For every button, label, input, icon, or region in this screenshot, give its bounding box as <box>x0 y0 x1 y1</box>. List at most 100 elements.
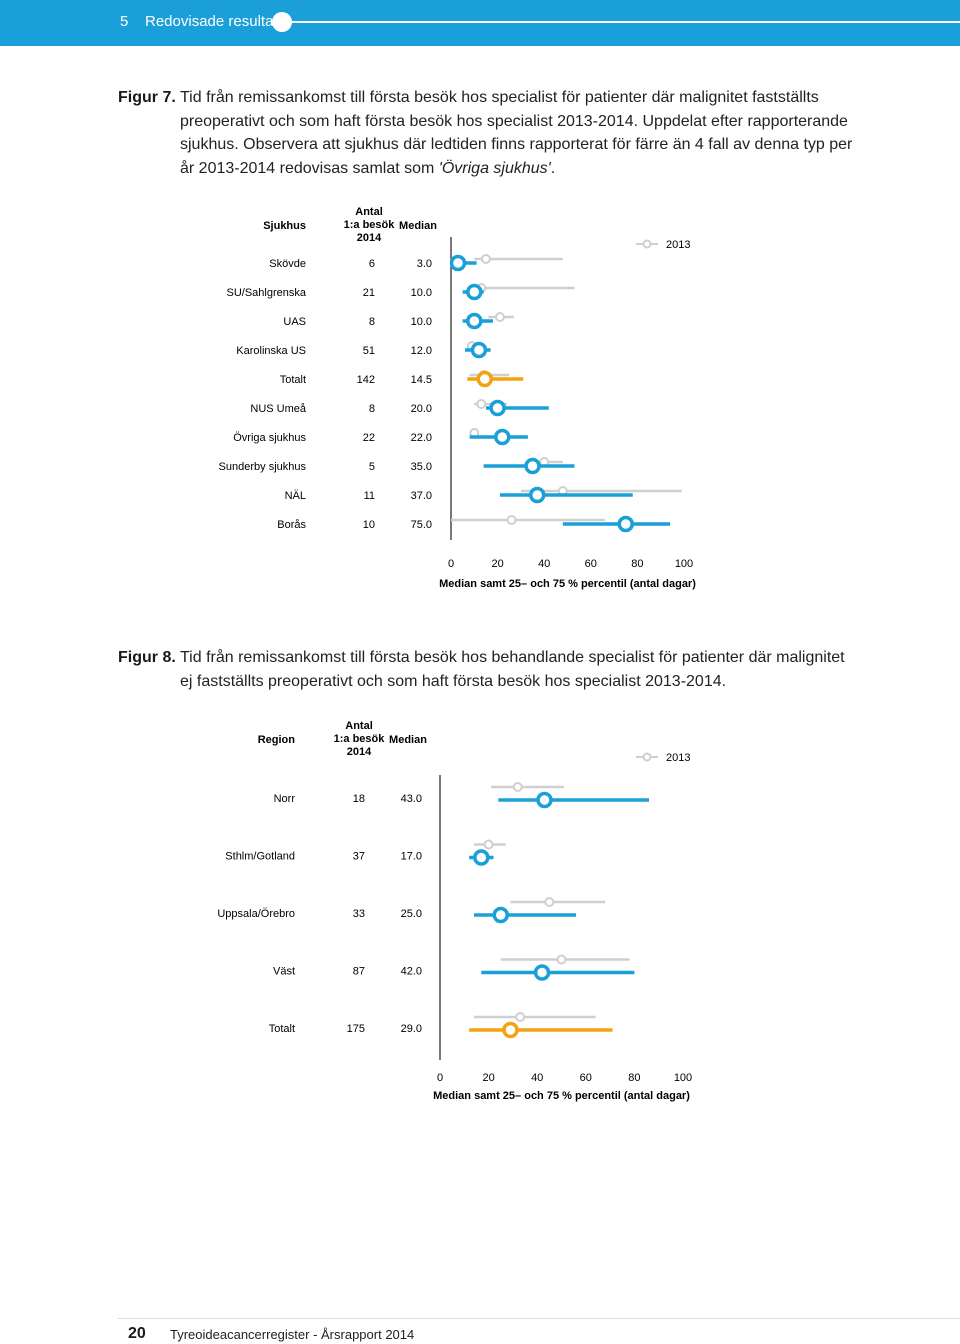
col-header-count: 1:a besök <box>344 219 396 231</box>
row-median: 20.0 <box>411 403 432 415</box>
row-count: 87 <box>353 966 365 978</box>
row-median: 25.0 <box>401 908 422 920</box>
row-count: 175 <box>347 1023 365 1035</box>
row-label: SU/Sahlgrenska <box>227 287 307 299</box>
row-median: 75.0 <box>411 519 432 531</box>
median-marker <box>492 906 509 924</box>
x-tick-label: 40 <box>538 558 550 570</box>
row-median: 10.0 <box>411 287 432 299</box>
prev-median-marker <box>506 515 517 525</box>
row-median: 14.5 <box>411 374 432 386</box>
header-rule <box>282 21 960 23</box>
prev-median-marker <box>494 312 505 322</box>
row-count: 33 <box>353 908 365 920</box>
x-axis-label: Median samt 25– och 75 % percentil (anta… <box>439 578 696 590</box>
row-median: 22.0 <box>411 432 432 444</box>
row-label: Totalt <box>269 1023 295 1035</box>
x-tick-label: 0 <box>437 1072 443 1084</box>
row-count: 51 <box>363 345 375 357</box>
row-label: Norr <box>274 793 296 805</box>
x-tick-label: 40 <box>531 1072 543 1084</box>
row-median: 17.0 <box>401 851 422 863</box>
footer-text: Tyreoideacancerregister - Årsrapport 201… <box>170 1327 415 1342</box>
legend-marker <box>642 752 652 762</box>
figure8-caption: Figur 8. Tid från remissankomst till förs… <box>118 646 860 693</box>
median-marker <box>494 428 511 446</box>
prev-median-marker <box>483 839 494 850</box>
section-header: 5 Redovisade resultat <box>0 0 960 46</box>
row-median: 10.0 <box>411 316 432 328</box>
row-count: 8 <box>369 403 375 415</box>
col-header-count: Antal <box>345 720 373 732</box>
row-median: 3.0 <box>417 258 432 270</box>
median-marker <box>466 312 483 330</box>
legend-marker <box>642 239 652 249</box>
x-tick-label: 100 <box>675 558 693 570</box>
row-label: Borås <box>277 519 306 531</box>
row-label: Väst <box>273 966 295 978</box>
row-label: Sunderby sjukhus <box>219 461 307 473</box>
row-median: 42.0 <box>401 966 422 978</box>
figure7-caption-text: Tid från remissankomst till första besök… <box>180 89 853 177</box>
row-label: Sthlm/Gotland <box>225 851 295 863</box>
prev-median-marker <box>476 399 487 409</box>
col-header-median: Median <box>389 734 427 746</box>
col-header-median: Median <box>399 220 437 232</box>
row-count: 18 <box>353 793 365 805</box>
figure7-caption-italic: 'Övriga sjukhus' <box>438 159 551 177</box>
prev-median-marker <box>515 1012 526 1022</box>
row-median: 35.0 <box>411 461 432 473</box>
legend-label: 2013 <box>666 239 690 251</box>
figure7-label: Figur 7. <box>118 89 176 106</box>
median-marker <box>536 791 553 809</box>
row-count: 21 <box>363 287 375 299</box>
footer-rule <box>118 1318 960 1319</box>
figure8-caption-text: Tid från remissankomst till första besök… <box>180 649 845 690</box>
section-number: 5 <box>120 13 129 30</box>
col-header-count: Antal <box>355 206 383 218</box>
figure8-label: Figur 8. <box>118 649 176 666</box>
row-count: 142 <box>357 374 375 386</box>
row-label: UAS <box>283 316 306 328</box>
median-marker <box>476 370 494 388</box>
median-marker <box>473 849 490 866</box>
row-count: 6 <box>369 258 375 270</box>
x-tick-label: 100 <box>674 1072 692 1084</box>
median-marker <box>470 341 488 359</box>
row-label: Totalt <box>280 374 306 386</box>
x-tick-label: 20 <box>482 1072 494 1084</box>
row-median: 12.0 <box>411 345 432 357</box>
x-tick-label: 80 <box>631 558 643 570</box>
legend-label: 2013 <box>666 752 690 764</box>
x-tick-label: 60 <box>585 558 597 570</box>
row-label: Uppsala/Örebro <box>217 908 295 920</box>
median-marker <box>524 457 541 475</box>
row-count: 10 <box>363 519 375 531</box>
prev-median-marker <box>512 782 523 792</box>
row-median: 29.0 <box>401 1023 422 1035</box>
median-marker <box>533 964 551 981</box>
median-marker <box>466 283 483 301</box>
median-marker <box>502 1021 519 1039</box>
page-number: 20 <box>128 1325 146 1342</box>
col-header-count: 1:a besök <box>334 733 386 745</box>
row-label: NUS Umeå <box>250 403 307 415</box>
row-median: 37.0 <box>411 490 432 502</box>
median-marker <box>449 254 467 272</box>
row-label: Karolinska US <box>236 345 306 357</box>
prev-median-marker <box>544 897 555 907</box>
col-header-name: Sjukhus <box>263 220 306 232</box>
col-header-count: 2014 <box>347 746 372 758</box>
col-header-count: 2014 <box>357 232 382 244</box>
row-label: NÄL <box>285 490 306 502</box>
prev-median-marker <box>556 954 567 965</box>
col-header-name: Region <box>258 734 296 746</box>
header-dot-icon <box>272 12 292 32</box>
row-count: 8 <box>369 316 375 328</box>
row-count: 11 <box>364 490 375 502</box>
x-tick-label: 60 <box>580 1072 592 1084</box>
prev-median-marker <box>480 254 491 264</box>
row-count: 5 <box>369 461 375 473</box>
